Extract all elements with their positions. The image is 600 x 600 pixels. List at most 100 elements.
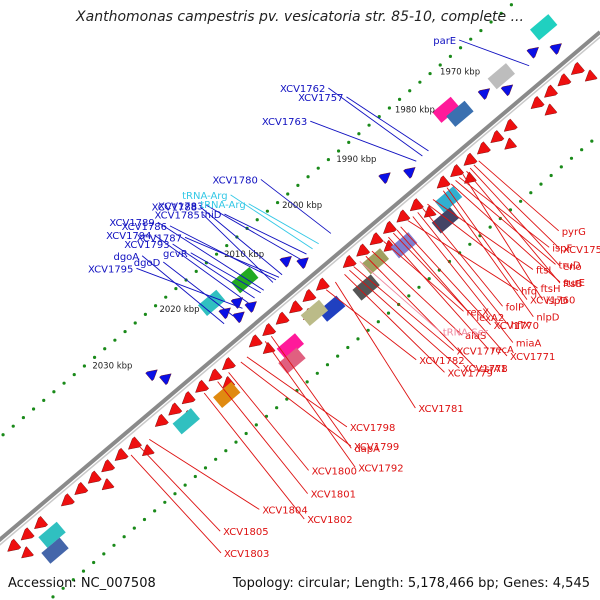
tick-dot [225, 243, 229, 248]
label-leader-line [412, 216, 514, 343]
tick-dot [194, 269, 198, 273]
reverse-gene-arrow [168, 402, 183, 416]
reverse-gene-label: ispF [552, 243, 572, 254]
label-leader-line [325, 289, 417, 361]
reverse-gene-label: XCV1798 [350, 423, 395, 434]
tick-dot [153, 304, 158, 308]
tick-dot [112, 543, 116, 547]
label-leader-line [473, 164, 561, 250]
forward-gene-label: parE [433, 36, 456, 47]
reverse-gene-arrow [221, 357, 236, 371]
forward-gene-label: dgoD [134, 258, 161, 269]
label-leader-line [190, 252, 261, 294]
reverse-gene-arrow [504, 137, 517, 150]
forward-gene-arrow [403, 167, 416, 179]
scale-tick-label: 2000 kbp [282, 201, 322, 211]
feature-block [529, 14, 558, 41]
forward-gene-arrow [230, 297, 244, 309]
forward-gene-label: XCV1794 [106, 231, 151, 242]
feature-block [41, 537, 69, 564]
forward-gene-label: thiD [201, 210, 222, 221]
feature-block [487, 63, 516, 90]
tick-dot [315, 371, 319, 375]
reverse-gene-label: XCV1771 [510, 352, 555, 363]
tick-dot [113, 338, 117, 342]
reverse-gene-label: ftsB [563, 279, 582, 290]
forward-gene-label: XCV1785 [155, 210, 200, 221]
reverse-gene-arrow [154, 413, 169, 427]
tick-dot [468, 242, 472, 246]
tick-dot [509, 3, 513, 7]
label-leader-line [139, 446, 221, 532]
reverse-gene-arrow [262, 323, 277, 337]
tick-dot [255, 218, 259, 222]
reverse-gene-arrow [396, 209, 411, 223]
tick-dot [438, 63, 442, 67]
tick-dot [52, 390, 56, 394]
tick-dot [62, 381, 66, 385]
tick-dot [214, 457, 218, 461]
tick-dot [214, 252, 219, 256]
label-leader-line [353, 266, 454, 351]
tick-dot [367, 123, 371, 127]
tick-dot [193, 474, 197, 479]
tick-dot [336, 354, 340, 358]
forward-gene-arrow [477, 88, 491, 100]
forward-gene-label: XCV1762 [280, 84, 325, 95]
label-leader-line [466, 170, 561, 284]
forward-gene-label: XCV1789 [109, 218, 154, 229]
tick-dot [164, 295, 168, 299]
forward-gene-label: gcvR [163, 249, 188, 260]
label-leader-line [334, 281, 416, 409]
forward-gene-label: dgoA [113, 252, 139, 263]
reverse-gene-label: XCV1801 [311, 490, 356, 501]
tick-dot [346, 345, 350, 350]
reverse-gene-arrow [436, 175, 451, 189]
feature-block [172, 408, 200, 435]
label-leader-line [157, 221, 265, 291]
scale-tick-label: 1990 kbp [336, 155, 376, 165]
tick-dot [347, 140, 351, 144]
reverse-gene-label: pyrG [562, 227, 586, 238]
tick-dot [51, 595, 55, 599]
trna-label: tRNA-Ser [443, 327, 489, 338]
tick-dot [275, 200, 280, 205]
forward-gene-arrow [159, 373, 172, 386]
label-leader-line [230, 194, 313, 250]
forward-gene-arrow [145, 369, 158, 382]
reverse-gene-arrow [248, 334, 263, 348]
tick-dot [387, 106, 391, 110]
reverse-gene-label: csrA1 [479, 364, 507, 375]
reverse-gene-label: XCV1760 [530, 296, 575, 307]
tick-dot [71, 578, 75, 582]
label-leader-line [203, 392, 305, 520]
reverse-gene-label: XCV1800 [312, 466, 357, 477]
tick-dot [143, 312, 147, 316]
reverse-gene-arrow [195, 379, 210, 393]
forward-gene-arrow [378, 172, 391, 184]
reverse-gene-arrow [101, 459, 116, 473]
label-leader-line [246, 356, 348, 428]
tick-dot [102, 552, 106, 556]
reverse-gene-arrow [21, 546, 34, 559]
map-title: Xanthomonas campestris pv. vesicatoria s… [76, 9, 524, 25]
forward-gene-arrow [500, 84, 514, 97]
reverse-gene-arrow [356, 243, 371, 257]
reverse-gene-label: ispD [546, 296, 568, 307]
reverse-gene-label: folP [506, 302, 524, 313]
reverse-gene-label: recX [467, 307, 490, 318]
label-leader-line [359, 261, 441, 332]
label-leader-line [400, 226, 491, 326]
feature-block [361, 248, 390, 275]
reverse-gene-label: XCV1751 [563, 245, 600, 256]
topology-label: Topology: circular; Length: 5,178,466 bp… [232, 576, 590, 591]
reverse-gene-label: XCV1779 [448, 368, 493, 379]
feature-block [198, 289, 226, 316]
forward-gene-label: XCV1786 [122, 222, 167, 233]
label-leader-line [199, 206, 283, 276]
trna-label: tRNA-Arg [200, 200, 245, 211]
scale-tick-label: 1980 kbp [395, 106, 435, 116]
forward-gene-label: XCV1793 [124, 240, 169, 251]
label-leader-line [217, 381, 308, 494]
